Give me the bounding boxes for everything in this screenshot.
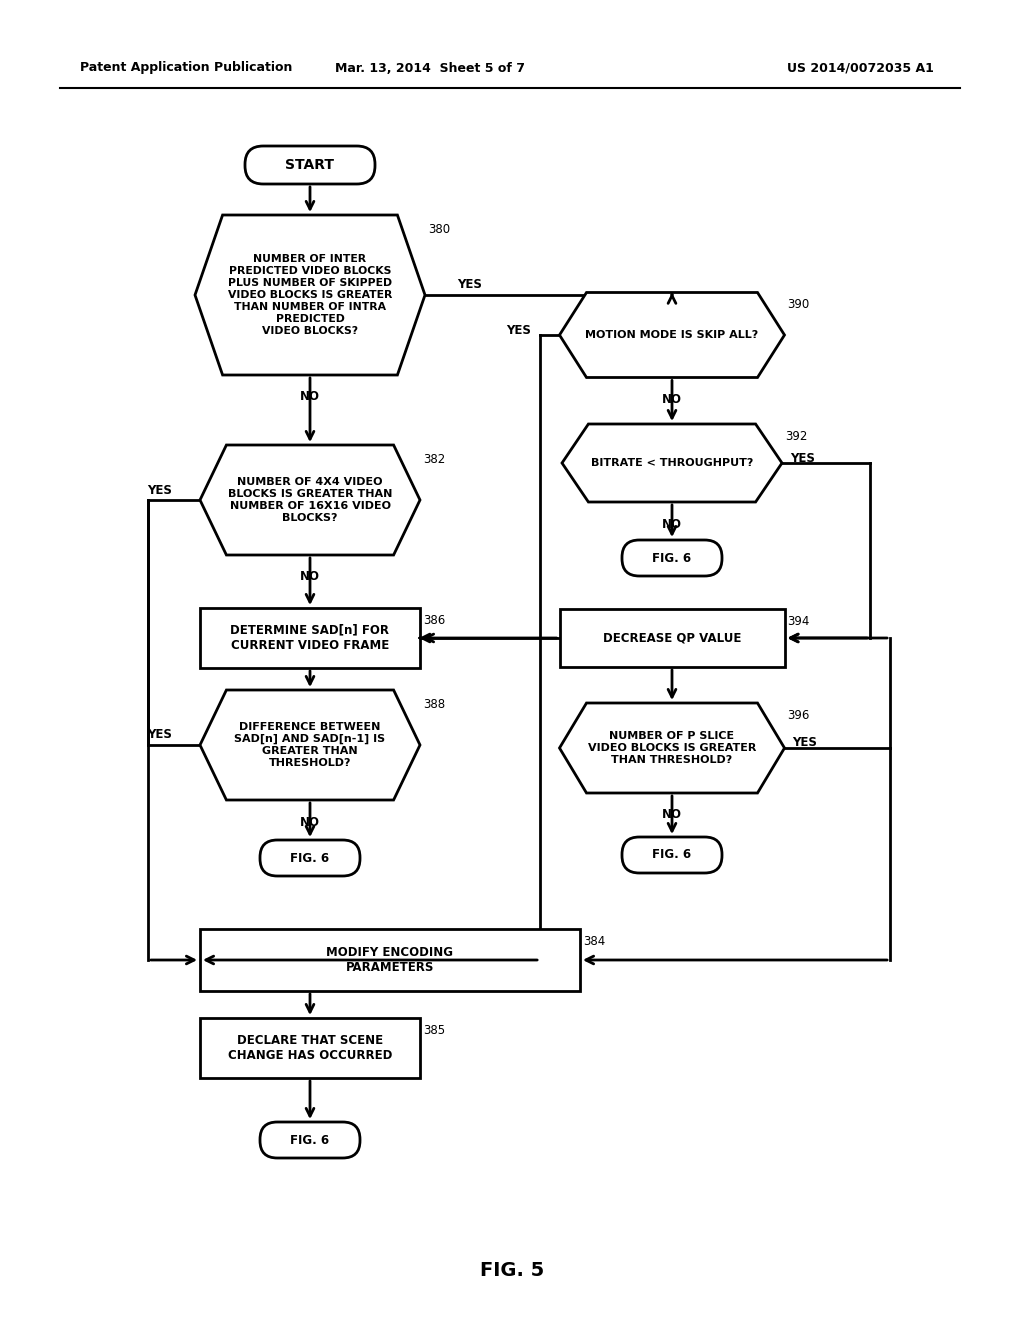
Text: US 2014/0072035 A1: US 2014/0072035 A1 — [786, 62, 934, 74]
Polygon shape — [559, 704, 784, 793]
Text: YES: YES — [790, 451, 815, 465]
Bar — [200, 609, 420, 668]
Bar — [200, 1018, 420, 1078]
Bar — [200, 929, 580, 991]
Text: DECREASE QP VALUE: DECREASE QP VALUE — [603, 631, 741, 644]
Text: 392: 392 — [785, 430, 807, 444]
Text: YES: YES — [793, 737, 817, 750]
Text: NO: NO — [662, 393, 682, 407]
Text: 380: 380 — [428, 223, 451, 236]
Text: 384: 384 — [583, 935, 605, 948]
Polygon shape — [195, 215, 425, 375]
Text: NO: NO — [300, 816, 319, 829]
Text: NUMBER OF 4X4 VIDEO
BLOCKS IS GREATER THAN
NUMBER OF 16X16 VIDEO
BLOCKS?: NUMBER OF 4X4 VIDEO BLOCKS IS GREATER TH… — [227, 477, 392, 523]
FancyBboxPatch shape — [260, 1122, 360, 1158]
Text: NUMBER OF P SLICE
VIDEO BLOCKS IS GREATER
THAN THRESHOLD?: NUMBER OF P SLICE VIDEO BLOCKS IS GREATE… — [588, 731, 756, 766]
FancyBboxPatch shape — [622, 540, 722, 576]
Text: Mar. 13, 2014  Sheet 5 of 7: Mar. 13, 2014 Sheet 5 of 7 — [335, 62, 525, 74]
Polygon shape — [559, 293, 784, 378]
Text: FIG. 6: FIG. 6 — [291, 1134, 330, 1147]
Text: NO: NO — [300, 570, 319, 583]
Text: NUMBER OF INTER
PREDICTED VIDEO BLOCKS
PLUS NUMBER OF SKIPPED
VIDEO BLOCKS IS GR: NUMBER OF INTER PREDICTED VIDEO BLOCKS P… — [227, 253, 392, 337]
Text: Patent Application Publication: Patent Application Publication — [80, 62, 293, 74]
Polygon shape — [200, 690, 420, 800]
Text: YES: YES — [147, 729, 172, 742]
Text: DECLARE THAT SCENE
CHANGE HAS OCCURRED: DECLARE THAT SCENE CHANGE HAS OCCURRED — [227, 1034, 392, 1063]
Text: DIFFERENCE BETWEEN
SAD[n] AND SAD[n-1] IS
GREATER THAN
THRESHOLD?: DIFFERENCE BETWEEN SAD[n] AND SAD[n-1] I… — [234, 722, 386, 768]
Text: 390: 390 — [787, 298, 810, 312]
Text: START: START — [286, 158, 335, 172]
Text: MODIFY ENCODING
PARAMETERS: MODIFY ENCODING PARAMETERS — [327, 945, 454, 974]
Text: 382: 382 — [423, 453, 445, 466]
FancyBboxPatch shape — [245, 147, 375, 183]
FancyBboxPatch shape — [260, 840, 360, 876]
Text: YES: YES — [457, 279, 482, 292]
Text: FIG. 5: FIG. 5 — [480, 1261, 544, 1279]
Text: 386: 386 — [423, 614, 445, 627]
Text: FIG. 6: FIG. 6 — [652, 849, 691, 862]
Text: DETERMINE SAD[n] FOR
CURRENT VIDEO FRAME: DETERMINE SAD[n] FOR CURRENT VIDEO FRAME — [230, 624, 389, 652]
Text: YES: YES — [147, 483, 172, 496]
Text: FIG. 6: FIG. 6 — [291, 851, 330, 865]
Text: NO: NO — [662, 808, 682, 821]
Text: 396: 396 — [787, 709, 810, 722]
Text: 385: 385 — [423, 1024, 445, 1038]
Text: BITRATE < THROUGHPUT?: BITRATE < THROUGHPUT? — [591, 458, 754, 469]
Text: NO: NO — [662, 517, 682, 531]
Text: 394: 394 — [787, 615, 810, 628]
Text: YES: YES — [507, 323, 531, 337]
Text: NO: NO — [300, 391, 319, 404]
Bar — [559, 609, 784, 667]
Text: 388: 388 — [423, 698, 445, 711]
Text: FIG. 6: FIG. 6 — [652, 552, 691, 565]
Polygon shape — [562, 424, 782, 502]
Polygon shape — [200, 445, 420, 554]
FancyBboxPatch shape — [622, 837, 722, 873]
Text: MOTION MODE IS SKIP ALL?: MOTION MODE IS SKIP ALL? — [586, 330, 759, 341]
